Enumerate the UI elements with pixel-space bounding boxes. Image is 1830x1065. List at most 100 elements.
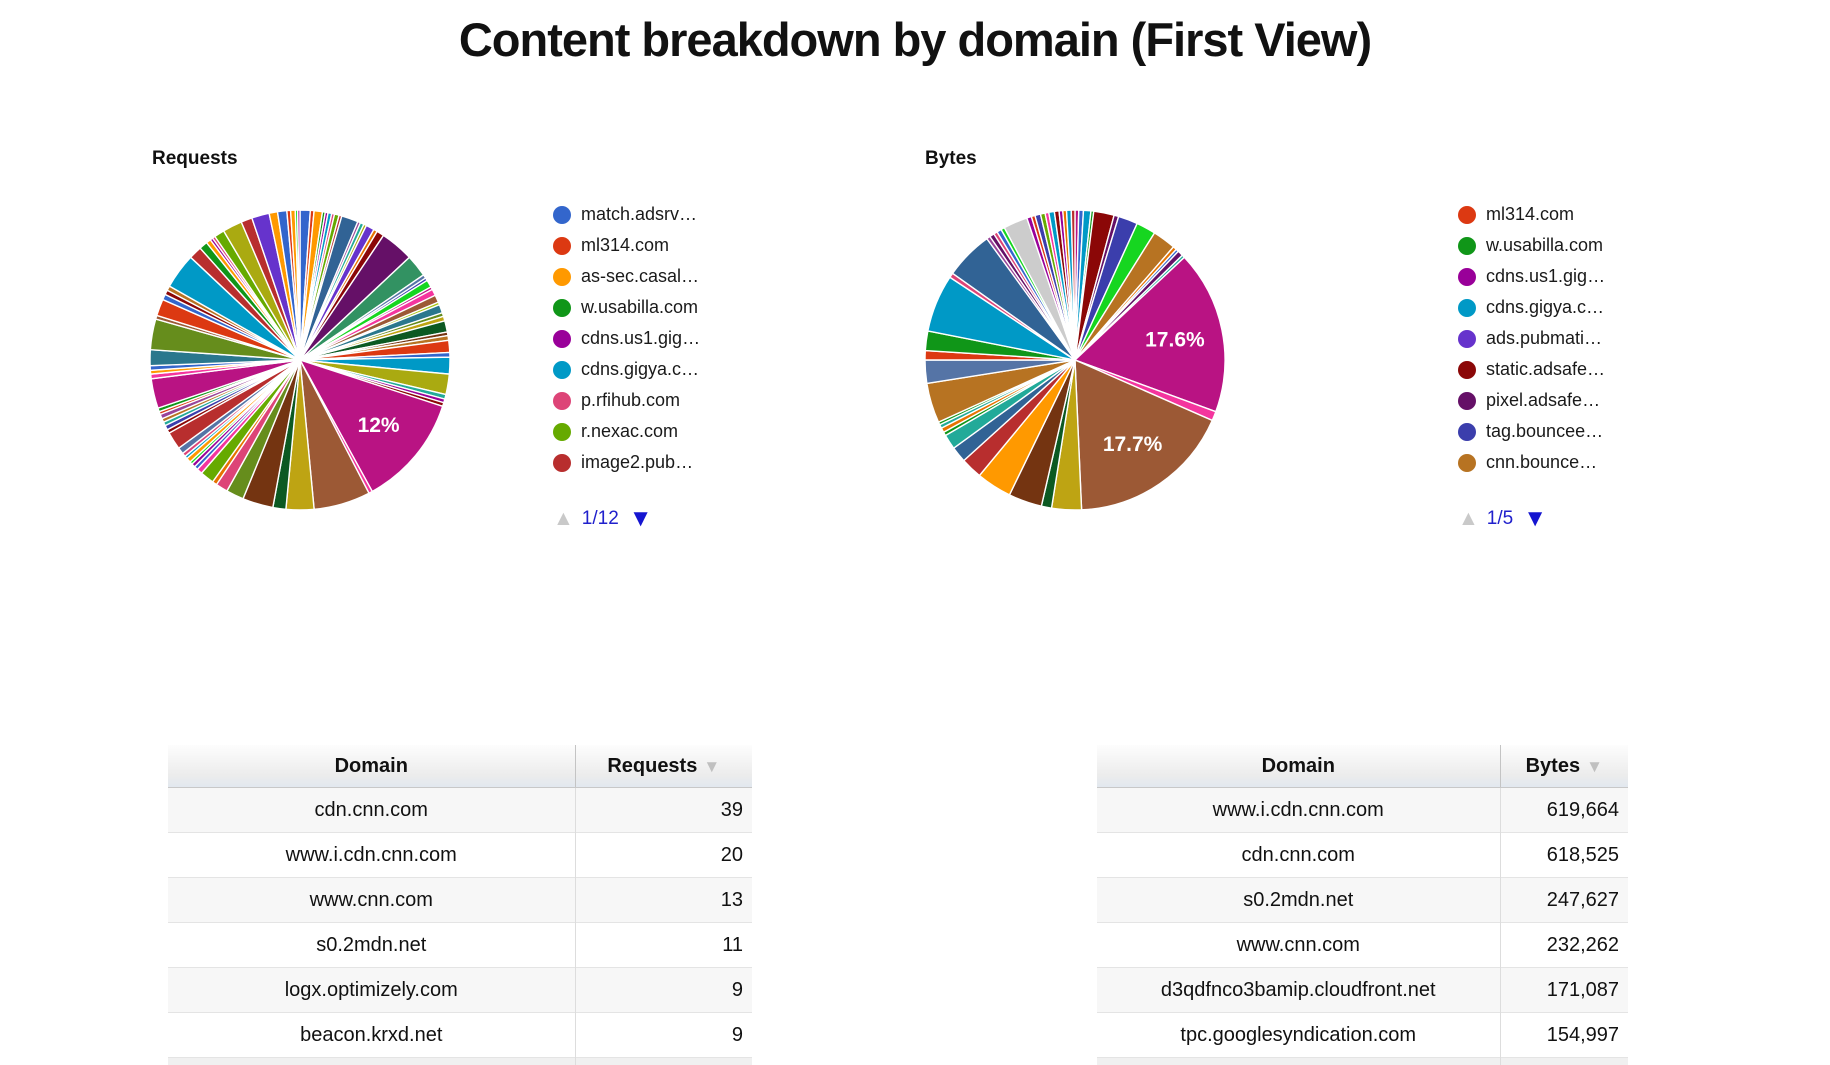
legend-item[interactable]: tag.bouncee… — [1458, 416, 1605, 447]
value-cell: 232,262 — [1500, 923, 1628, 968]
legend-next-icon[interactable]: ▼ — [1523, 505, 1547, 533]
legend-color-dot — [553, 361, 571, 379]
requests-pie-svg[interactable]: 12% — [148, 208, 452, 512]
column-header-domain[interactable]: Domain — [1097, 745, 1500, 788]
legend-item[interactable]: match.adsrv… — [553, 199, 700, 230]
domain-cell: s0.2mdn.net — [168, 923, 575, 968]
domain-cell — [1097, 1058, 1500, 1065]
value-cell: 11 — [575, 923, 752, 968]
legend-item-label: match.adsrv… — [581, 204, 697, 225]
legend-item[interactable]: p.rfihub.com — [553, 385, 700, 416]
legend-color-dot — [1458, 237, 1476, 255]
column-header-bytes[interactable]: Bytes ▼ — [1500, 745, 1628, 788]
value-cell — [575, 1058, 752, 1065]
domain-cell: d3qdfnco3bamip.cloudfront.net — [1097, 968, 1500, 1013]
bytes-legend-pager: ▲ 1/5 ▼ — [1458, 504, 1547, 534]
legend-item[interactable]: cdns.gigya.c… — [1458, 292, 1605, 323]
legend-page-indicator: 1/12 — [582, 508, 619, 530]
domain-cell: logx.optimizely.com — [168, 968, 575, 1013]
legend-prev-icon[interactable]: ▲ — [1458, 507, 1479, 531]
column-header-label: Domain — [1262, 755, 1335, 777]
column-header-label: Requests — [607, 755, 697, 777]
column-header-domain[interactable]: Domain — [168, 745, 575, 788]
pie-slice-label: 17.7% — [1103, 433, 1163, 456]
column-header-label: Bytes — [1526, 755, 1580, 777]
legend-item-label: static.adsafe… — [1486, 359, 1605, 380]
legend-item[interactable]: pixel.adsafe… — [1458, 385, 1605, 416]
value-cell: 39 — [575, 788, 752, 833]
legend-color-dot — [553, 299, 571, 317]
column-header-requests[interactable]: Requests ▼ — [575, 745, 752, 788]
legend-item[interactable]: w.usabilla.com — [553, 292, 700, 323]
legend-item[interactable]: cdns.gigya.c… — [553, 354, 700, 385]
legend-item[interactable]: as-sec.casal… — [553, 261, 700, 292]
legend-item[interactable]: static.adsafe… — [1458, 354, 1605, 385]
value-cell: 618,525 — [1500, 833, 1628, 878]
legend-color-dot — [1458, 299, 1476, 317]
bytes-pie-chart[interactable]: 17.6% 17.7% — [923, 208, 1227, 512]
domain-cell: s0.2mdn.net — [1097, 878, 1500, 923]
legend-color-dot — [553, 268, 571, 286]
legend-color-dot — [1458, 392, 1476, 410]
domain-cell: www.i.cdn.cnn.com — [1097, 788, 1500, 833]
legend-next-icon[interactable]: ▼ — [629, 505, 653, 533]
legend-prev-icon[interactable]: ▲ — [553, 507, 574, 531]
domain-cell: www.cnn.com — [1097, 923, 1500, 968]
legend-item-label: ml314.com — [1486, 204, 1574, 225]
value-cell: 247,627 — [1500, 878, 1628, 923]
domain-cell: www.cnn.com — [168, 878, 575, 923]
table-row-partial — [168, 1058, 752, 1065]
page-title: Content breakdown by domain (First View) — [0, 12, 1830, 67]
requests-legend: match.adsrv… ml314.com as-sec.casal… w.usab… — [553, 199, 700, 478]
legend-item-label: ml314.com — [581, 235, 669, 256]
legend-page-indicator: 1/5 — [1487, 508, 1513, 530]
legend-item[interactable]: w.usabilla.com — [1458, 230, 1605, 261]
value-cell: 619,664 — [1500, 788, 1628, 833]
legend-item-label: r.nexac.com — [581, 421, 678, 442]
requests-legend-pager: ▲ 1/12 ▼ — [553, 504, 653, 534]
domain-cell — [168, 1058, 575, 1065]
table-row-partial — [1097, 1058, 1628, 1065]
legend-color-dot — [1458, 423, 1476, 441]
legend-item-label: p.rfihub.com — [581, 390, 680, 411]
legend-item-label: w.usabilla.com — [581, 297, 698, 318]
value-cell: 171,087 — [1500, 968, 1628, 1013]
requests-pie-chart[interactable]: 12% — [148, 208, 452, 512]
legend-item-label: as-sec.casal… — [581, 266, 699, 287]
bytes-pie-svg[interactable]: 17.6% 17.7% — [923, 208, 1227, 512]
sort-descending-icon: ▼ — [703, 757, 720, 776]
legend-color-dot — [1458, 454, 1476, 472]
pie-slice-label: 17.6% — [1145, 329, 1205, 352]
legend-item-label: cdns.gigya.c… — [1486, 297, 1604, 318]
domain-cell: tpc.googlesyndication.com — [1097, 1013, 1500, 1058]
legend-item[interactable]: ml314.com — [1458, 199, 1605, 230]
sort-descending-icon: ▼ — [1586, 757, 1603, 776]
pie-slice-label: 12% — [358, 414, 400, 437]
legend-item[interactable]: r.nexac.com — [553, 416, 700, 447]
legend-color-dot — [553, 423, 571, 441]
legend-item-label: w.usabilla.com — [1486, 235, 1603, 256]
value-cell: 154,997 — [1500, 1013, 1628, 1058]
value-cell — [1500, 1058, 1628, 1065]
legend-item[interactable]: cdns.us1.gig… — [553, 323, 700, 354]
legend-item[interactable]: cnn.bounce… — [1458, 447, 1605, 478]
legend-color-dot — [553, 206, 571, 224]
legend-item-label: cnn.bounce… — [1486, 452, 1597, 473]
legend-color-dot — [1458, 268, 1476, 286]
legend-item[interactable]: ads.pubmati… — [1458, 323, 1605, 354]
legend-item[interactable]: image2.pub… — [553, 447, 700, 478]
legend-item[interactable]: cdns.us1.gig… — [1458, 261, 1605, 292]
value-cell: 9 — [575, 1013, 752, 1058]
legend-item-label: cdns.us1.gig… — [1486, 266, 1605, 287]
legend-item[interactable]: ml314.com — [553, 230, 700, 261]
requests-chart-title: Requests — [152, 148, 238, 170]
